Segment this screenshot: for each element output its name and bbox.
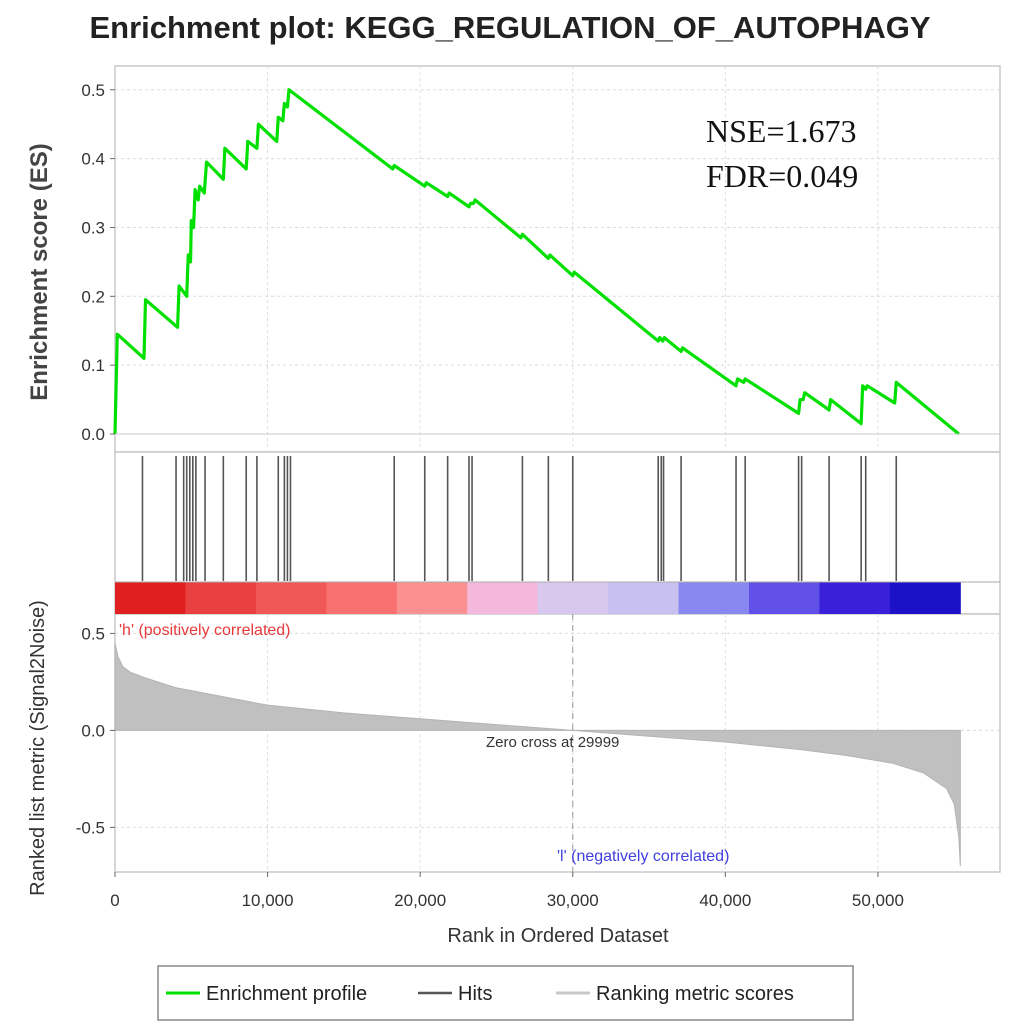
color-band-segment xyxy=(255,582,327,614)
positive-correlation-label: 'h' (positively correlated) xyxy=(119,622,291,639)
color-band-segment xyxy=(396,582,468,614)
x-tick-label: 30,000 xyxy=(547,891,599,910)
color-band-segment xyxy=(889,582,961,614)
es-y-tick-label: 0.0 xyxy=(81,425,105,444)
metric-y-tick-label: 0.5 xyxy=(81,624,105,643)
es-y-tick-label: 0.3 xyxy=(81,218,105,237)
chart-title: Enrichment plot: KEGG_REGULATION_OF_AUTO… xyxy=(89,10,930,45)
color-band-segment xyxy=(537,582,609,614)
color-band xyxy=(115,581,1000,614)
color-band-segment xyxy=(748,582,820,614)
color-band-segment xyxy=(608,582,680,614)
legend-label-hits: Hits xyxy=(458,983,492,1005)
fdr-annotation: FDR=0.049 xyxy=(706,158,858,194)
legend-label-enrichment-profile: Enrichment profile xyxy=(206,983,367,1005)
x-tick-label: 50,000 xyxy=(852,891,904,910)
x-axis-label: Rank in Ordered Dataset xyxy=(447,925,669,947)
ranking-metric-area xyxy=(114,642,961,867)
color-band-segment xyxy=(678,582,750,614)
enrichment-profile-line xyxy=(113,88,960,436)
color-band-segment xyxy=(326,582,398,614)
metric-axis-label: Ranked list metric (Signal2Noise) xyxy=(27,600,49,896)
metric-y-tick-label: 0.0 xyxy=(81,721,105,740)
enrichment-layer xyxy=(113,88,1000,436)
metric-layer xyxy=(114,614,961,872)
ticks-layer: 0.0 0.1 0.2 0.3 0.4 0.5 -0.5 0.0 0.5 0 10,000 20,00… xyxy=(76,81,904,910)
color-band-segment xyxy=(185,582,257,614)
legend-box xyxy=(157,965,854,1021)
color-band-segment xyxy=(467,582,539,614)
nse-annotation: NSE=1.673 xyxy=(706,113,857,149)
x-tick-label: 20,000 xyxy=(394,891,446,910)
legend-label-ranking-metric: Ranking metric scores xyxy=(596,983,794,1005)
zero-cross-label: Zero cross at 29999 xyxy=(486,734,619,751)
metric-y-tick-label: -0.5 xyxy=(76,818,105,837)
enrichment-panel xyxy=(114,65,1001,453)
hits-layer xyxy=(141,456,898,581)
color-band-segment xyxy=(819,582,891,614)
es-y-tick-label: 0.4 xyxy=(81,150,105,169)
es-y-tick-label: 0.1 xyxy=(81,356,105,375)
x-tick-label: 10,000 xyxy=(242,891,294,910)
x-tick-label: 0 xyxy=(110,891,119,910)
negative-correlation-label: 'l' (negatively correlated) xyxy=(557,848,729,865)
x-tick-label: 40,000 xyxy=(699,891,751,910)
color-band-segment xyxy=(115,582,186,614)
legend: Enrichment profile Hits Ranking metric s… xyxy=(157,965,854,1021)
es-y-tick-label: 0.5 xyxy=(81,81,105,100)
es-y-tick-label: 0.2 xyxy=(81,287,105,306)
es-axis-label: Enrichment score (ES) xyxy=(26,143,53,400)
